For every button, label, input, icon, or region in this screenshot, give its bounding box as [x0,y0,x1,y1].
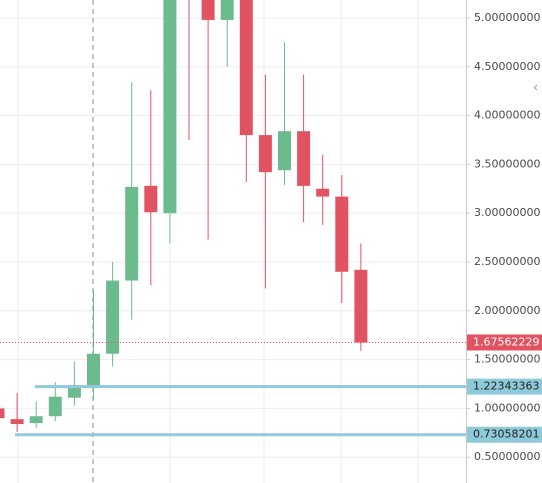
price-axis: 0.50000000 1.00000000 1.50000000 2.00000000… [466,11,542,463]
candle-body [10,419,24,425]
candle-body [125,186,139,281]
y-tick-label: 5.00000000 [474,11,540,24]
y-tick-label: 3.00000000 [474,206,540,219]
y-tick-label: 2.00000000 [474,304,540,317]
candle-body [0,408,5,419]
y-tick-label: 3.50000000 [474,157,540,170]
candle-body [258,135,272,173]
candle-body [316,188,330,197]
candle-body [354,269,368,343]
candle-body [220,0,234,20]
price-label-bg [467,378,542,395]
candle-body [144,185,158,213]
candle-body [163,0,177,214]
plot-area [0,0,466,437]
y-tick-label: 0.50000000 [474,450,540,463]
y-tick-label: 1.50000000 [474,353,540,366]
candle-body [87,353,100,386]
collapse-icon[interactable]: ‹ [533,81,538,96]
candle-body [239,0,253,136]
last-price-bg [467,334,542,351]
candle-body [106,280,120,354]
price-label-bg [467,426,542,443]
last-price-label: 1.67562229 [473,335,539,348]
candle-body [278,131,291,171]
price-label: 1.22343363 [473,380,539,393]
y-tick-label: 4.50000000 [474,60,540,73]
price-label: 0.73058201 [473,428,539,441]
candle-body [335,196,349,272]
candle-body [48,396,62,417]
y-tick-label: 1.00000000 [474,401,540,414]
y-tick-label: 2.50000000 [474,255,540,268]
candle-body [201,0,215,20]
candle-body [29,416,43,424]
y-tick-label: 4.00000000 [474,109,540,122]
candle-body [297,131,311,186]
grid [0,0,466,483]
candle-body [67,384,81,398]
